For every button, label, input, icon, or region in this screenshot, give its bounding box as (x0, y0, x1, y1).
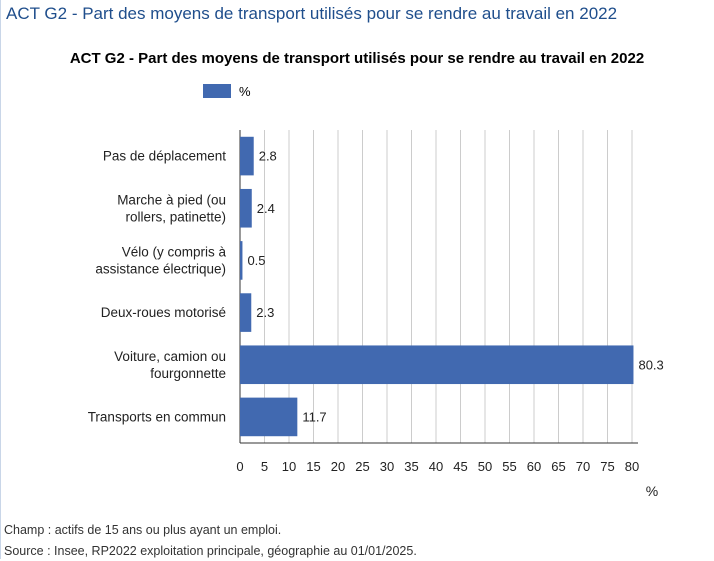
data-label: 2.8 (259, 149, 277, 164)
legend-swatch (203, 84, 231, 98)
x-tick-label: 50 (478, 459, 492, 474)
data-label: 80.3 (638, 357, 663, 372)
x-tick-label: 10 (282, 459, 296, 474)
category-label: assistance électrique) (95, 261, 226, 276)
bar (240, 136, 254, 176)
category-label: rollers, patinette) (125, 209, 226, 224)
x-tick-label: 0 (236, 459, 243, 474)
footnote-source: Source : Insee, RP2022 exploitation prin… (4, 544, 417, 558)
category-label: Voiture, camion ou (114, 349, 226, 364)
x-tick-label: 60 (527, 459, 541, 474)
x-tick-label: 70 (576, 459, 590, 474)
legend-label: % (239, 83, 251, 99)
page-title: ACT G2 - Part des moyens de transport ut… (6, 4, 618, 23)
x-tick-label: 35 (404, 459, 418, 474)
bar (240, 293, 252, 332)
x-tick-label: 25 (355, 459, 369, 474)
x-tick-label: 40 (429, 459, 443, 474)
category-label: Marche à pied (ou (117, 192, 226, 207)
bar (240, 188, 252, 228)
x-tick-label: 20 (331, 459, 345, 474)
bar-chart: 0 5 10 15 20 25 30 35 40 45 50 55 60 65 70 75 80% 2.8 Pas … (88, 130, 664, 499)
bar (240, 241, 243, 280)
x-tick-label: 5 (261, 459, 268, 474)
x-tick-label: 55 (502, 459, 516, 474)
category-label: Pas de déplacement (103, 149, 226, 164)
category-label: Transports en commun (88, 409, 226, 424)
data-label: 11.7 (302, 409, 326, 424)
footnote-champ: Champ : actifs de 15 ans ou plus ayant u… (4, 523, 282, 537)
x-tick-label: 80 (625, 459, 639, 474)
legend: % (203, 82, 251, 100)
x-axis-label: % (646, 483, 658, 499)
x-tick-label: 65 (551, 459, 565, 474)
chart-title: ACT G2 - Part des moyens de transport ut… (69, 50, 645, 67)
category-label: Vélo (y compris à (122, 244, 227, 259)
bar (240, 397, 298, 437)
x-tick-label: 45 (453, 459, 467, 474)
x-tick-label: 15 (306, 459, 320, 474)
data-label: 2.4 (257, 201, 275, 216)
x-tick-label: 30 (380, 459, 394, 474)
bar (240, 345, 634, 385)
category-label: Deux-roues motorisé (101, 305, 226, 320)
data-label: 0.5 (247, 253, 265, 268)
data-label: 2.3 (256, 305, 274, 320)
category-label: fourgonnette (150, 366, 226, 381)
x-tick-label: 75 (600, 459, 614, 474)
